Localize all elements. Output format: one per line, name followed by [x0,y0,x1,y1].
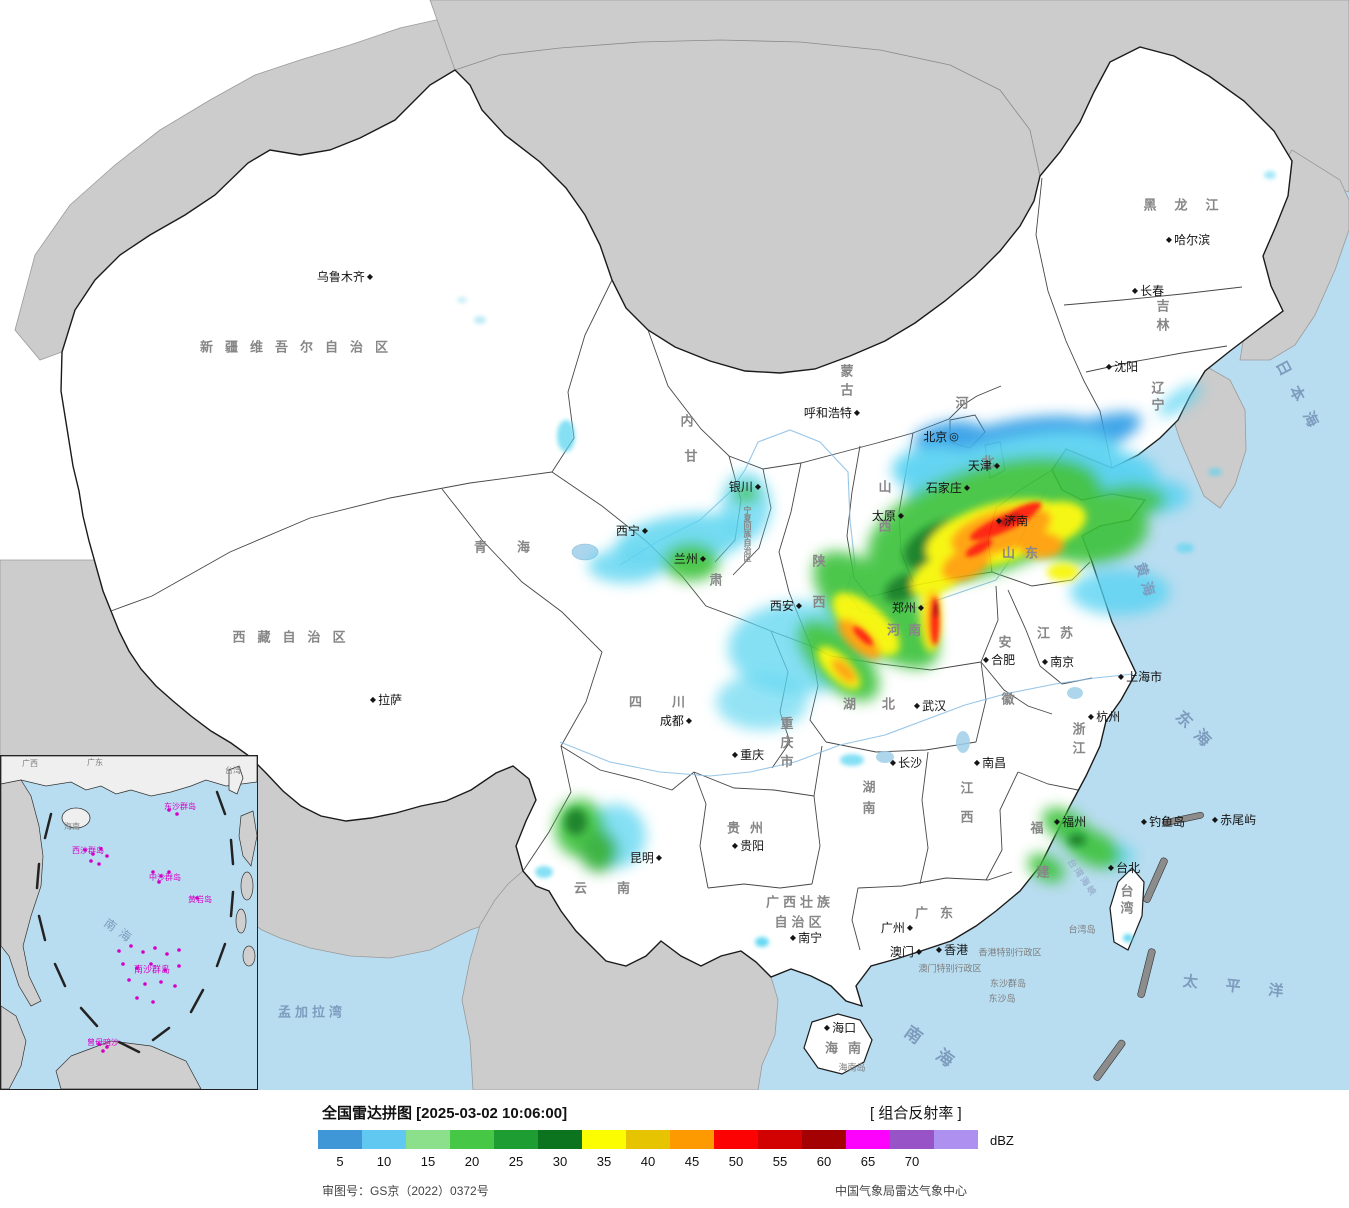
legend-tick: 55 [772,1154,788,1169]
legend-panel: 全国雷达拼图 [2025-03-02 10:06:00] [ 组合反射率 ] d… [0,1090,1349,1208]
legend-tick: 50 [728,1154,744,1169]
inset-nine-dash [35,790,235,1054]
legend-tick: 45 [684,1154,700,1169]
hainan-island [803,1013,873,1075]
legend-swatch [450,1130,494,1149]
legend-swatch [846,1130,890,1149]
legend-swatch [362,1130,406,1149]
legend-swatch [538,1130,582,1149]
legend-tick: 65 [860,1154,876,1169]
legend-swatch [406,1130,450,1149]
radar-map [0,0,1349,1090]
legend-product: [ 组合反射率 ] [870,1105,962,1122]
inset-svg [0,755,258,1090]
taiwan-island [1109,867,1145,951]
inset-islands [83,808,199,1053]
legend-tick: 10 [376,1154,392,1169]
south-china-sea-inset [0,755,258,1090]
scale-unit: dBZ [990,1133,1014,1148]
radar-specks [457,171,1276,947]
legend-tick: 70 [904,1154,920,1169]
legend-tick [934,1154,978,1169]
legend-tick: 15 [420,1154,436,1169]
inset-borneo [55,1040,202,1090]
inset-philippines [238,810,258,867]
legend-tick: 35 [596,1154,612,1169]
legend-tick: 30 [552,1154,568,1169]
legend-swatch [670,1130,714,1149]
legend-swatch [494,1130,538,1149]
legend-title: 全国雷达拼图 [2025-03-02 10:06:00] [322,1105,568,1122]
inset-taiwan [228,765,244,795]
radar-echo-layer [457,171,1276,947]
inset-vietnam [0,779,44,1007]
legend-swatch [318,1130,362,1149]
legend-tick: 25 [508,1154,524,1169]
legend-tick: 60 [816,1154,832,1169]
legend-tick: 40 [640,1154,656,1169]
legend-swatch [758,1130,802,1149]
inset-china-coast [0,755,258,797]
mongolia-russia-border [454,39,1041,177]
legend-swatch [802,1130,846,1149]
nine-dash-line [1093,811,1204,1081]
legend-tick: 5 [336,1154,344,1169]
legend-tick: 20 [464,1154,480,1169]
color-scale-bar [318,1130,978,1149]
legend-swatch [890,1130,934,1149]
inset-malay [0,1005,27,1090]
china-map-svg [0,0,1349,1090]
color-scale-ticks: 5 10 15 20 25 30 35 40 45 50 55 60 65 70 [318,1154,978,1169]
legend-swatch [714,1130,758,1149]
inset-hainan [61,807,91,829]
legend-swatch [582,1130,626,1149]
data-source: 中国气象局雷达气象中心 [835,1184,968,1198]
legend-swatch [934,1130,978,1149]
map-approval-number: 审图号：GS京（2022）0372号 [322,1184,489,1198]
legend-swatch [626,1130,670,1149]
